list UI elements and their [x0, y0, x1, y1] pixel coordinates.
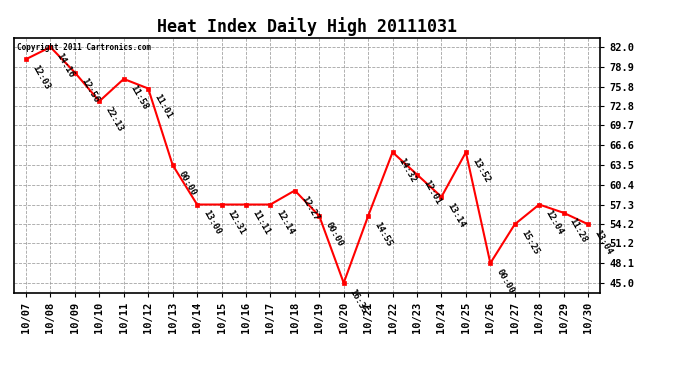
Text: 13:00: 13:00	[201, 209, 222, 237]
Text: 12:01: 12:01	[421, 179, 442, 207]
Text: 12:14: 12:14	[275, 209, 296, 237]
Text: 11:58: 11:58	[128, 83, 149, 111]
Text: Copyright 2011 Cartronics.com: Copyright 2011 Cartronics.com	[17, 43, 151, 52]
Text: 00:00: 00:00	[177, 169, 198, 197]
Text: 00:00: 00:00	[324, 220, 345, 248]
Title: Heat Index Daily High 20111031: Heat Index Daily High 20111031	[157, 17, 457, 36]
Text: 12:27: 12:27	[299, 195, 320, 222]
Text: 12:04: 12:04	[543, 209, 564, 237]
Text: 14:55: 14:55	[373, 220, 393, 248]
Text: 16:35: 16:35	[348, 287, 369, 315]
Text: 11:28: 11:28	[568, 217, 589, 245]
Text: 15:25: 15:25	[519, 228, 540, 256]
Text: 12:31: 12:31	[226, 209, 247, 237]
Text: 12:56: 12:56	[79, 77, 100, 105]
Text: 11:11: 11:11	[250, 209, 271, 237]
Text: 11:01: 11:01	[152, 93, 174, 120]
Text: 13:14: 13:14	[446, 201, 467, 229]
Text: 00:00: 00:00	[495, 267, 515, 295]
Text: 13:04: 13:04	[592, 228, 613, 256]
Text: 22:13: 22:13	[104, 105, 125, 133]
Text: 14:16: 14:16	[55, 51, 76, 79]
Text: 13:52: 13:52	[470, 156, 491, 184]
Text: 12:03: 12:03	[30, 63, 52, 91]
Text: 14:32: 14:32	[397, 156, 418, 184]
